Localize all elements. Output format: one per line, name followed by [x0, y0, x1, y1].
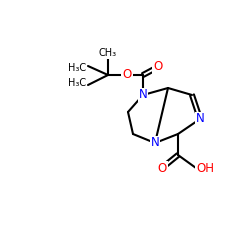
Text: H₃C: H₃C [68, 78, 86, 88]
Text: OH: OH [196, 162, 214, 174]
Text: N: N [196, 112, 204, 126]
Text: O: O [154, 60, 162, 74]
Text: H₃C: H₃C [68, 63, 86, 73]
Text: O: O [158, 162, 166, 174]
Text: CH₃: CH₃ [99, 48, 117, 58]
Text: O: O [122, 68, 132, 82]
Text: N: N [150, 136, 160, 149]
Text: N: N [138, 88, 147, 102]
